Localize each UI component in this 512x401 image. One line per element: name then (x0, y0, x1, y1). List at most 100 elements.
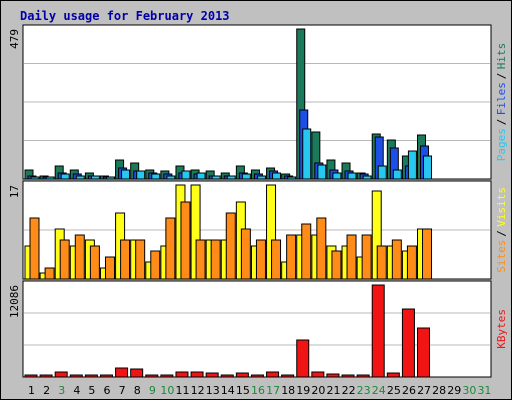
x-tick-label: 28 (432, 384, 446, 397)
bar-sites (150, 250, 161, 280)
x-tick-label: 4 (73, 384, 80, 397)
bar-kbytes (281, 374, 295, 378)
bar-sites (406, 245, 417, 280)
bar-kbytes (160, 374, 174, 378)
legend-separator: / (495, 230, 508, 237)
x-tick-label: 12 (191, 384, 205, 397)
bar-pages (272, 172, 282, 180)
x-tick-label: 18 (281, 384, 295, 397)
bar-kbytes (401, 308, 415, 378)
bar-kbytes (220, 374, 234, 378)
bar-sites (376, 245, 387, 280)
bar-pages (75, 175, 85, 180)
bar-kbytes (371, 284, 385, 378)
bar-kbytes (386, 372, 400, 378)
bar-pages (105, 176, 115, 180)
bar-pages (136, 170, 146, 180)
bar-pages (45, 176, 55, 180)
bar-sites (120, 239, 131, 280)
x-tick-label: 3 (58, 384, 65, 397)
bar-kbytes (326, 373, 340, 378)
y-axis-max-label: 17 (8, 185, 21, 198)
bar-kbytes (145, 374, 159, 378)
bar-sites (331, 250, 342, 280)
bar-sites (29, 217, 40, 280)
bar-sites (74, 234, 85, 280)
x-tick-label: 30 (462, 384, 476, 397)
bar-pages (347, 172, 357, 180)
bar-kbytes (130, 368, 144, 378)
legend-label: Hits (495, 43, 508, 70)
bar-pages (256, 175, 266, 180)
x-tick-label: 9 (149, 384, 156, 397)
x-tick-label: 25 (387, 384, 401, 397)
legend-separator: / (495, 73, 508, 80)
bar-sites (44, 267, 55, 280)
y-axis-max-label: 12086 (8, 285, 21, 318)
bar-kbytes (99, 374, 113, 378)
bar-kbytes (417, 327, 431, 378)
bar-sites (59, 239, 70, 280)
bar-pages (317, 164, 327, 180)
bar-kbytes (69, 374, 83, 378)
x-tick-label: 10 (160, 384, 174, 397)
bar-sites (195, 239, 206, 280)
bar-sites (422, 228, 433, 280)
x-tick-label: 29 (447, 384, 461, 397)
bar-pages (377, 165, 387, 180)
legend-label: Pages (495, 128, 508, 161)
bar-kbytes (235, 372, 249, 378)
legend-separator: / (495, 119, 508, 126)
x-tick-label: 21 (326, 384, 340, 397)
bar-pages (30, 176, 40, 180)
bar-pages (121, 169, 131, 180)
bar-pages (151, 173, 161, 180)
bar-sites (180, 201, 191, 280)
bar-kbytes (84, 374, 98, 378)
bar-sites (225, 212, 236, 280)
bar-sites (165, 217, 176, 280)
x-tick-label: 20 (311, 384, 325, 397)
bar-kbytes (341, 374, 355, 378)
legend-label: KBytes (495, 309, 508, 349)
x-tick-label: 13 (206, 384, 220, 397)
x-tick-label: 6 (104, 384, 111, 397)
x-tick-label: 27 (417, 384, 431, 397)
bar-kbytes (24, 374, 38, 378)
bar-sites (210, 239, 221, 280)
x-tick-label: 16 (251, 384, 265, 397)
x-tick-label: 8 (134, 384, 141, 397)
bar-pages (226, 175, 236, 180)
bar-kbytes (356, 374, 370, 378)
legend-label: Sites (495, 240, 508, 273)
bar-kbytes (205, 372, 219, 378)
bar-kbytes (296, 339, 310, 378)
bar-pages (211, 175, 221, 180)
x-tick-label: 1 (28, 384, 35, 397)
bar-pages (287, 176, 297, 180)
bar-sites (316, 217, 327, 280)
bar-pages (60, 173, 70, 180)
bar-pages (423, 155, 433, 180)
bar-sites (286, 234, 297, 280)
bar-sites (89, 245, 100, 280)
bar-kbytes (39, 374, 53, 378)
x-tick-label: 23 (357, 384, 371, 397)
bar-sites (135, 239, 146, 280)
bar-sites (301, 223, 312, 280)
x-tick-label: 31 (477, 384, 491, 397)
x-tick-label: 2 (43, 384, 50, 397)
bar-sites (104, 256, 115, 280)
x-tick-label: 5 (88, 384, 95, 397)
bar-pages (166, 175, 176, 180)
x-tick-label: 22 (342, 384, 356, 397)
bar-sites (346, 234, 357, 280)
bar-pages (332, 172, 342, 180)
bar-sites (271, 239, 282, 280)
bar-kbytes (190, 371, 204, 378)
x-tick-label: 24 (372, 384, 386, 397)
bar-kbytes (266, 371, 280, 378)
bar-pages (392, 169, 402, 180)
